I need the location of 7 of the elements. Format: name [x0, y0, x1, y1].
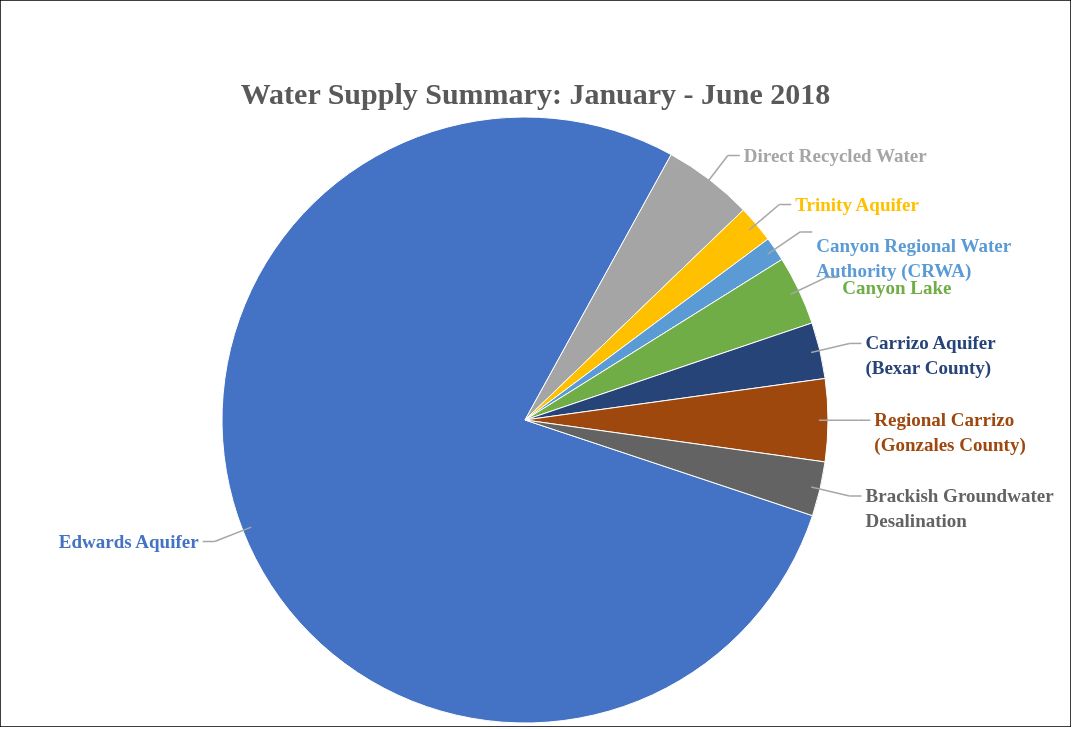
slice-label: Trinity Aquifer — [795, 193, 920, 215]
chart-title: Water Supply Summary: January - June 2018 — [240, 77, 831, 110]
slice-label: Brackish Groundwater Desalination — [865, 485, 1055, 531]
slice-label: Direct Recycled Water — [743, 144, 928, 166]
slice-label: Regional Carrizo (Gonzales County) — [874, 409, 1026, 457]
slice-label: Carrizo Aquifer (Bexar County) — [865, 332, 997, 380]
slice-label: Edwards Aquifer — [58, 530, 200, 552]
